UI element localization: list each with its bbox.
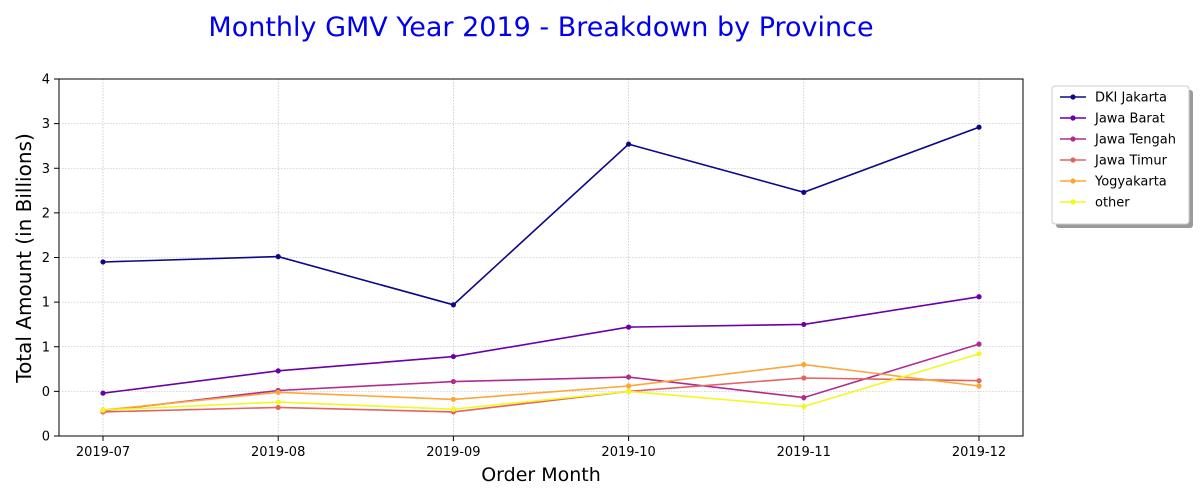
data-point-other — [801, 403, 807, 410]
data-point-jawa-barat — [100, 390, 106, 396]
data-point-jawa-timur — [275, 404, 281, 411]
y-tick-label: 1 — [42, 340, 50, 355]
data-point-jawa-tengah — [626, 374, 632, 380]
data-point-yogyakarta — [976, 383, 982, 389]
data-point-yogyakarta — [275, 389, 281, 395]
data-point-dki-jakarta — [450, 302, 456, 308]
y-tick-label: 3 — [42, 117, 50, 132]
legend-swatch-marker — [1070, 157, 1076, 163]
x-tick-label: 2019-09 — [426, 445, 480, 460]
data-point-other — [450, 406, 456, 412]
legend-label-other: other — [1095, 196, 1130, 211]
x-tick-label: 2019-08 — [251, 445, 305, 460]
legend-box — [1051, 85, 1190, 225]
chart-title: Monthly GMV Year 2019 - Breakdown by Pro… — [208, 12, 873, 43]
y-tick-label: 2 — [42, 251, 50, 266]
legend-swatch-marker — [1070, 94, 1076, 100]
data-point-jawa-tengah — [801, 395, 807, 401]
series-lines — [102, 126, 980, 413]
series-line-jawa-timur — [102, 377, 980, 413]
legend-label-yogyakarta: Yogyakarta — [1094, 175, 1167, 190]
x-axis: 2019-07 2019-08 2019-09 2019-10 2019-11 2019-… — [76, 436, 1006, 460]
data-point-jawa-barat — [626, 324, 632, 330]
x-tick-label: 2019-12 — [952, 445, 1006, 460]
grid — [59, 78, 1023, 437]
y-tick-label: 1 — [42, 296, 50, 311]
data-point-dki-jakarta — [976, 124, 982, 130]
y-tick-label: 3 — [42, 162, 50, 177]
series-line-yogyakarta — [102, 363, 980, 411]
series-line-jawa-barat — [102, 296, 980, 394]
legend-label-jawa-timur: Jawa Timur — [1094, 154, 1168, 169]
y-axis-label: Total Amount (in Billions) — [12, 133, 36, 384]
data-point-other — [275, 399, 281, 405]
data-point-jawa-tengah — [450, 378, 456, 385]
legend-label-jawa-tengah: Jawa Tengah — [1094, 133, 1176, 148]
data-point-other — [976, 351, 982, 357]
data-point-dki-jakarta — [275, 254, 281, 260]
data-point-yogyakarta — [450, 396, 456, 403]
x-tick-label: 2019-07 — [76, 445, 130, 460]
x-axis-label: Order Month — [481, 464, 601, 486]
data-point-jawa-barat — [450, 353, 456, 360]
data-point-other — [100, 407, 106, 413]
y-axis: 0 0 1 1 2 2 3 3 4 — [42, 73, 59, 445]
legend-label-jawa-barat: Jawa Barat — [1094, 112, 1165, 127]
data-point-jawa-barat — [976, 294, 982, 300]
data-point-dki-jakarta — [100, 259, 106, 265]
series-line-other — [102, 353, 980, 411]
legend-swatch-marker — [1070, 178, 1076, 184]
legend-swatch-marker — [1070, 115, 1076, 121]
data-point-jawa-barat — [275, 368, 281, 374]
x-tick-label: 2019-11 — [777, 445, 831, 460]
legend: DKI Jakarta Jawa Barat Jawa Tengah Jawa Tim… — [1051, 85, 1193, 228]
data-point-yogyakarta — [626, 383, 632, 389]
y-tick-label: 2 — [42, 206, 50, 221]
legend-label-dki-jakarta: DKI Jakarta — [1095, 91, 1167, 106]
data-point-jawa-barat — [801, 321, 807, 328]
y-tick-label: 0 — [42, 385, 50, 400]
data-point-other — [626, 388, 632, 394]
x-tick-label: 2019-10 — [601, 445, 655, 460]
data-point-jawa-tengah — [976, 341, 982, 347]
y-tick-label: 4 — [42, 73, 50, 88]
data-point-jawa-timur — [976, 378, 982, 384]
data-point-dki-jakarta — [626, 141, 632, 147]
legend-swatch-marker — [1070, 136, 1076, 142]
series-line-jawa-tengah — [102, 343, 980, 412]
data-point-dki-jakarta — [801, 189, 807, 195]
series-points — [100, 124, 982, 415]
series-line-dki-jakarta — [102, 126, 980, 306]
legend-swatch-marker — [1070, 199, 1076, 205]
data-point-jawa-timur — [801, 375, 807, 381]
y-tick-label: 0 — [42, 430, 50, 445]
data-point-yogyakarta — [801, 362, 807, 368]
